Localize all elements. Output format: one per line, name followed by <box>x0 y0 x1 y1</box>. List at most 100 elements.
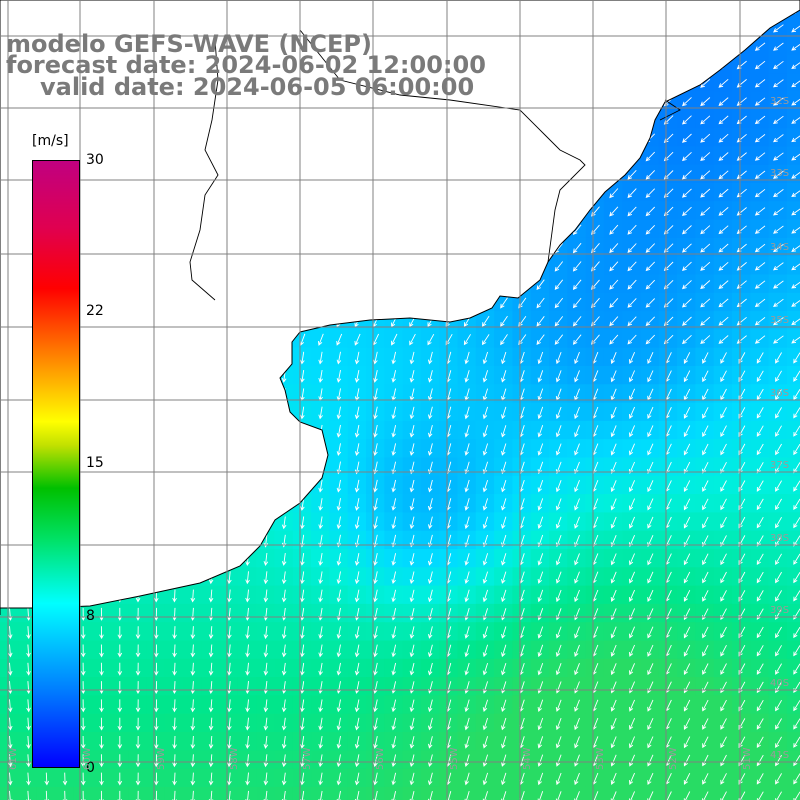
wind-arrow <box>427 662 433 676</box>
wind-speed-cell <box>585 311 605 330</box>
wind-speed-cell <box>475 622 495 641</box>
wind-arrow <box>574 425 580 438</box>
wind-speed-cell <box>109 786 129 800</box>
wind-speed-cell <box>732 183 751 202</box>
wind-arrow <box>354 461 360 475</box>
wind-speed-cell <box>329 622 349 641</box>
wind-speed-cell <box>311 567 330 587</box>
wind-arrow <box>645 188 656 198</box>
wind-arrow <box>683 718 691 730</box>
wind-speed-cell <box>347 786 367 800</box>
wind-arrow <box>718 298 729 308</box>
wind-speed-cell <box>677 658 696 678</box>
wind-arrow <box>775 425 782 437</box>
wind-arrow <box>391 754 397 768</box>
wind-arrow <box>463 334 471 346</box>
latitude-label: 37S <box>770 460 790 471</box>
wind-speed-cell <box>732 732 751 751</box>
wind-speed-cell <box>695 512 715 532</box>
wind-arrow <box>610 352 617 365</box>
wind-speed-cell <box>622 274 641 294</box>
wind-speed-cell <box>402 402 422 422</box>
wind-speed-cell <box>658 750 678 770</box>
wind-speed-cell <box>622 494 641 513</box>
wind-arrow <box>791 135 800 143</box>
wind-speed-cell <box>640 219 660 239</box>
wind-arrow <box>720 516 727 529</box>
wind-arrow <box>427 589 433 603</box>
wind-speed-cell <box>549 713 568 733</box>
wind-arrow <box>117 772 123 786</box>
wind-speed-cell <box>439 658 458 678</box>
wind-speed-cell <box>585 658 605 678</box>
wind-speed-cell <box>384 658 404 678</box>
wind-arrow <box>628 425 636 438</box>
wind-speed-cell <box>384 750 404 770</box>
wind-arrow <box>756 590 764 602</box>
wind-arrow <box>572 242 582 254</box>
wind-speed-cell <box>512 347 532 367</box>
wind-speed-cell <box>658 494 678 513</box>
wind-speed-cell <box>750 475 770 495</box>
wind-arrow <box>318 644 323 658</box>
wind-speed-cell <box>640 292 660 312</box>
wind-speed-cell <box>732 786 751 800</box>
wind-arrow <box>572 316 582 327</box>
wind-speed-cell <box>713 786 733 800</box>
wind-speed-cell <box>750 567 770 587</box>
wind-speed-cell <box>475 750 495 770</box>
wind-speed-cell <box>494 640 513 660</box>
wind-arrow <box>117 754 123 768</box>
wind-speed-cell <box>384 768 404 788</box>
wind-speed-cell <box>786 128 800 147</box>
wind-arrow <box>391 644 397 658</box>
wind-arrow <box>700 188 711 198</box>
wind-arrow <box>354 443 360 457</box>
wind-speed-cell <box>494 695 513 715</box>
wind-arrow <box>153 662 159 676</box>
wind-arrow <box>720 443 727 456</box>
wind-speed-cell <box>256 786 275 800</box>
wind-speed-cell <box>494 786 513 800</box>
wind-arrow <box>718 280 729 290</box>
wind-speed-cell <box>640 750 660 770</box>
wind-speed-cell <box>768 585 788 605</box>
wind-speed-cell <box>384 622 404 641</box>
wind-speed-cell <box>713 347 733 367</box>
wind-speed-cell <box>713 109 733 129</box>
wind-speed-cell <box>585 622 605 641</box>
wind-arrow <box>281 699 287 713</box>
wind-speed-cell <box>677 439 696 458</box>
wind-speed-cell <box>786 91 800 111</box>
wind-speed-cell <box>786 402 800 422</box>
wind-speed-cell <box>732 109 751 129</box>
wind-speed-cell <box>768 732 788 751</box>
wind-speed-cell <box>146 603 166 623</box>
wind-speed-cell <box>183 585 202 605</box>
wind-arrow <box>501 736 507 749</box>
wind-speed-cell <box>402 457 422 477</box>
wind-speed-cell <box>640 549 660 568</box>
wind-arrow <box>682 316 692 326</box>
wind-speed-cell <box>640 366 660 385</box>
wind-arrow <box>610 480 617 493</box>
wind-speed-cell <box>219 585 239 605</box>
wind-speed-cell <box>329 347 349 367</box>
wind-speed-cell <box>384 457 404 477</box>
wind-speed-cell <box>695 622 715 641</box>
wind-arrow <box>135 735 141 749</box>
wind-speed-cell <box>475 695 495 715</box>
wind-arrow <box>135 626 141 640</box>
wind-speed-cell <box>347 567 367 587</box>
wind-speed-cell <box>713 750 733 770</box>
wind-speed-cell <box>457 384 477 404</box>
wind-speed-cell <box>640 768 660 788</box>
wind-speed-cell <box>512 549 532 568</box>
wind-speed-cell <box>512 677 532 696</box>
wind-speed-cell <box>366 603 385 623</box>
wind-speed-cell <box>750 786 770 800</box>
wind-arrow <box>482 717 489 731</box>
wind-arrow <box>464 553 470 566</box>
wind-arrow <box>773 42 784 51</box>
wind-arrow <box>610 754 617 767</box>
